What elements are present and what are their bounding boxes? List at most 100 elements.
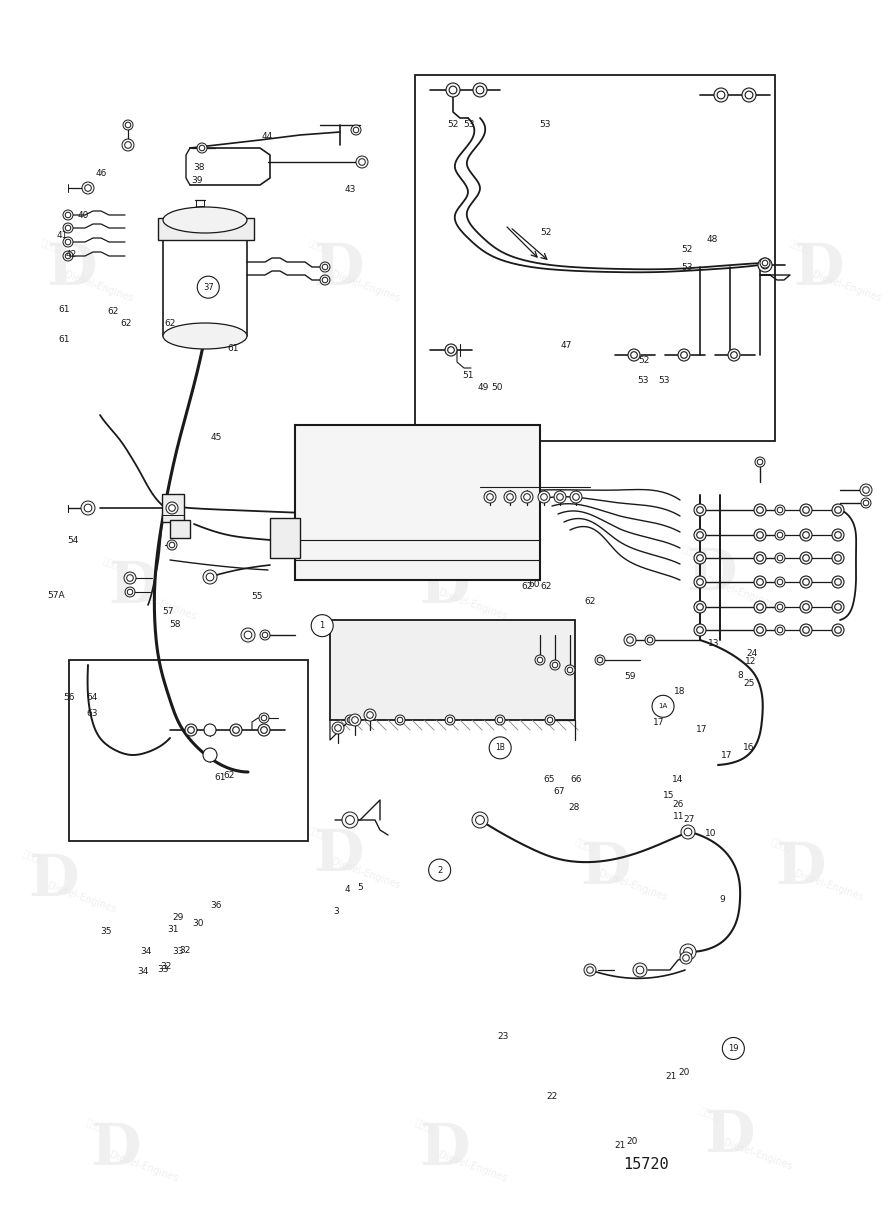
Text: 65: 65 [544,775,554,785]
Text: 聚发动力: 聚发动力 [84,1119,108,1134]
Circle shape [397,717,403,722]
Circle shape [342,811,358,829]
Text: 28: 28 [569,803,579,813]
Text: 52: 52 [540,227,551,237]
Circle shape [261,727,267,733]
Text: 5: 5 [358,882,363,892]
Circle shape [755,457,765,467]
Circle shape [800,552,812,565]
Circle shape [694,576,706,588]
Circle shape [760,258,770,268]
Bar [330,620,575,720]
Circle shape [356,156,368,167]
Text: 29: 29 [173,913,183,923]
Text: 聚发动力: 聚发动力 [306,240,330,254]
Circle shape [169,543,174,547]
Text: 12: 12 [745,656,756,666]
Circle shape [597,657,603,662]
Text: 55: 55 [252,591,263,601]
Text: 40: 40 [77,210,88,220]
Text: 聚发动力: 聚发动力 [413,1119,437,1134]
Circle shape [757,459,763,464]
Circle shape [550,660,560,670]
Text: 27: 27 [684,815,694,825]
Text: 53: 53 [682,263,692,273]
Circle shape [320,275,330,285]
Text: 10: 10 [705,829,716,838]
Circle shape [694,552,706,565]
Circle shape [803,579,809,585]
Circle shape [754,576,766,588]
Circle shape [65,225,70,231]
Circle shape [258,723,270,736]
Text: 聚发动力: 聚发动力 [680,545,704,560]
Circle shape [487,494,493,500]
Text: 54: 54 [68,535,78,545]
Circle shape [262,715,267,721]
Circle shape [199,145,205,150]
Circle shape [803,627,809,633]
Circle shape [697,507,703,513]
Circle shape [82,182,94,194]
Text: 61: 61 [59,335,69,345]
Text: 50: 50 [491,382,502,392]
Circle shape [554,491,566,503]
Text: Diesel-Engines: Diesel-Engines [125,588,198,622]
Text: 23: 23 [498,1031,508,1041]
Circle shape [203,748,217,763]
Circle shape [167,540,177,550]
Circle shape [683,954,689,962]
Circle shape [335,725,341,731]
Text: 43: 43 [344,185,355,194]
Text: 62: 62 [108,307,118,316]
Text: Diesel-Engines: Diesel-Engines [330,270,402,304]
Circle shape [124,572,136,584]
Circle shape [473,83,487,97]
Circle shape [490,737,511,759]
Circle shape [166,502,178,514]
Text: 38: 38 [194,163,205,172]
Text: 4: 4 [344,885,350,895]
Text: 30: 30 [192,919,203,929]
Circle shape [538,491,550,503]
Circle shape [863,500,869,506]
Circle shape [125,122,131,128]
Text: Diesel-Engines: Diesel-Engines [437,588,509,622]
Text: D: D [580,840,630,896]
Circle shape [714,88,728,101]
Circle shape [832,601,844,613]
Circle shape [449,86,457,94]
Circle shape [81,501,95,514]
Circle shape [756,627,764,633]
Circle shape [498,717,503,722]
Circle shape [65,240,70,244]
Text: 33: 33 [173,947,183,957]
Circle shape [803,555,809,561]
Circle shape [832,503,844,516]
Circle shape [777,604,782,610]
Circle shape [832,552,844,565]
Circle shape [633,963,647,978]
Circle shape [232,727,239,733]
Text: 聚发动力: 聚发动力 [769,838,793,853]
Text: 8: 8 [738,671,743,681]
Circle shape [322,277,328,282]
Text: D: D [28,852,78,908]
Bar [69,660,308,841]
Text: 58: 58 [170,620,181,629]
Circle shape [681,352,687,358]
Circle shape [345,715,355,725]
Text: 21: 21 [615,1140,626,1150]
Text: 61: 61 [214,772,225,782]
Circle shape [85,505,92,512]
Circle shape [775,530,785,540]
Circle shape [681,825,695,840]
Text: 36: 36 [211,901,222,910]
Circle shape [185,723,197,736]
Text: 51: 51 [463,370,473,380]
Text: 聚发动力: 聚发动力 [413,557,437,572]
Circle shape [521,491,533,503]
Text: 32: 32 [160,962,171,971]
Text: 22: 22 [546,1091,557,1101]
Text: 1B: 1B [495,743,506,753]
